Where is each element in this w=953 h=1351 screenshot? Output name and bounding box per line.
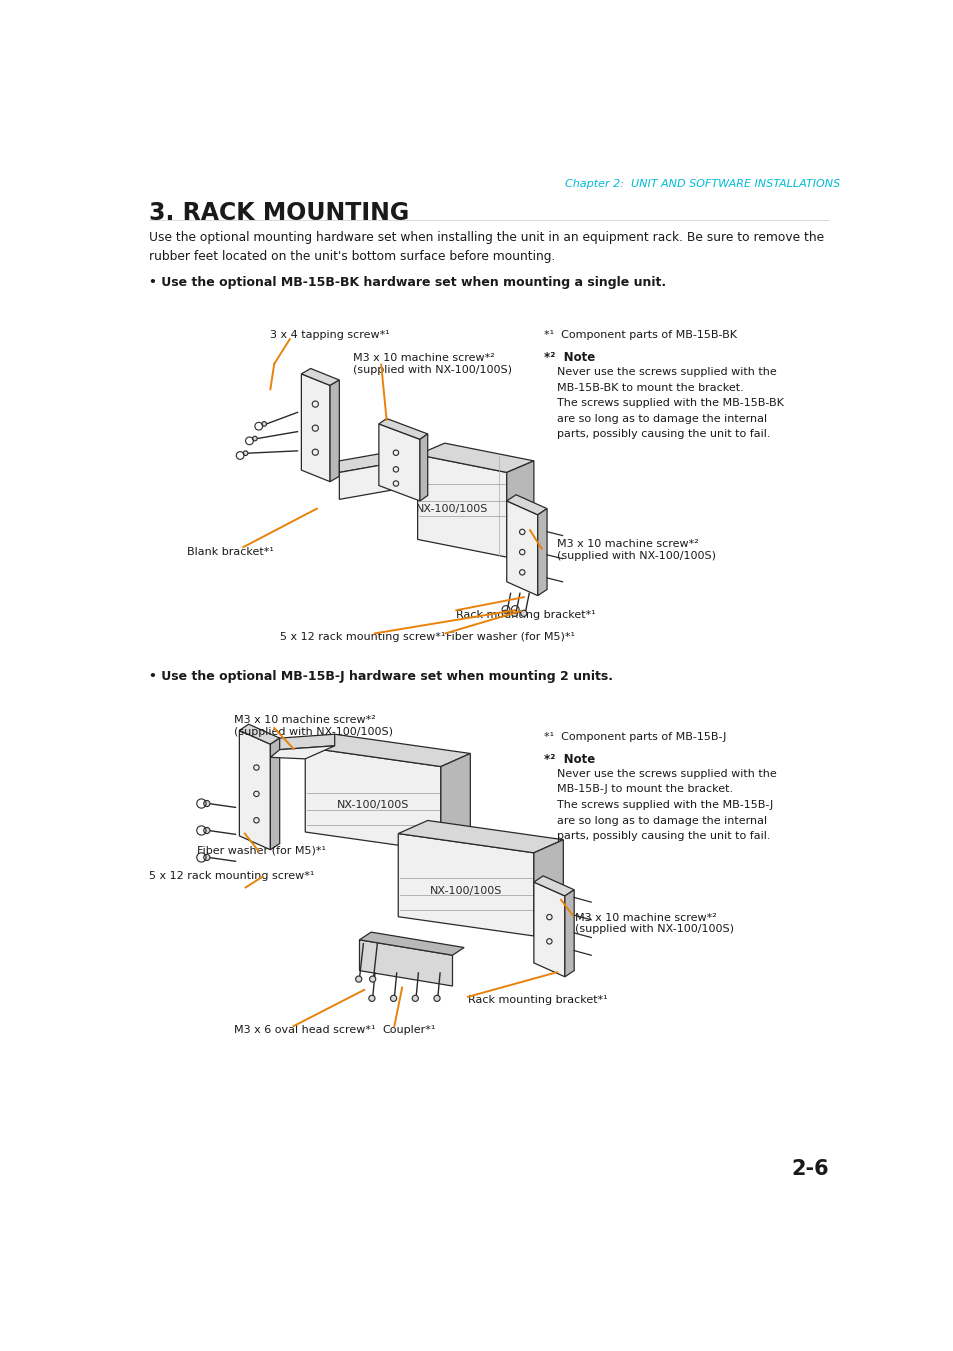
Polygon shape xyxy=(564,890,574,977)
Polygon shape xyxy=(279,734,335,750)
Circle shape xyxy=(253,436,257,440)
Text: Coupler*¹: Coupler*¹ xyxy=(382,1024,436,1035)
Text: 2-6: 2-6 xyxy=(791,1159,828,1178)
Text: 5 x 12 rack mounting screw*¹: 5 x 12 rack mounting screw*¹ xyxy=(279,632,445,642)
Text: Blank bracket*¹: Blank bracket*¹ xyxy=(187,547,274,557)
Text: 3 x 4 tapping screw*¹: 3 x 4 tapping screw*¹ xyxy=(270,330,390,340)
Circle shape xyxy=(204,854,210,861)
Circle shape xyxy=(243,451,248,455)
Polygon shape xyxy=(506,461,534,557)
Polygon shape xyxy=(506,501,537,596)
Polygon shape xyxy=(537,508,546,596)
Text: NX-100/100S: NX-100/100S xyxy=(336,800,409,811)
Polygon shape xyxy=(534,882,564,977)
Text: Fiber washer (for M5)*¹: Fiber washer (for M5)*¹ xyxy=(446,632,575,642)
Circle shape xyxy=(204,827,210,834)
Text: M3 x 10 machine screw*²
(supplied with NX-100/100S): M3 x 10 machine screw*² (supplied with N… xyxy=(557,539,716,561)
Polygon shape xyxy=(397,820,562,852)
Text: *²  Note: *² Note xyxy=(543,753,595,766)
Circle shape xyxy=(355,975,361,982)
Polygon shape xyxy=(339,447,417,473)
Polygon shape xyxy=(359,940,452,986)
Polygon shape xyxy=(270,738,279,850)
Circle shape xyxy=(412,996,418,1001)
Text: *²  Note: *² Note xyxy=(543,351,595,363)
Text: • Use the optional MB-15B-J hardware set when mounting 2 units.: • Use the optional MB-15B-J hardware set… xyxy=(149,670,612,684)
Polygon shape xyxy=(534,875,574,896)
Text: *¹  Component parts of MB-15B-J: *¹ Component parts of MB-15B-J xyxy=(543,732,725,742)
Circle shape xyxy=(390,996,396,1001)
Polygon shape xyxy=(378,419,427,439)
Text: NX-100/100S: NX-100/100S xyxy=(429,885,501,896)
Text: 5 x 12 rack mounting screw*¹: 5 x 12 rack mounting screw*¹ xyxy=(149,870,314,881)
Polygon shape xyxy=(305,747,440,851)
Polygon shape xyxy=(417,443,534,473)
Text: Use the optional mounting hardware set when installing the unit in an equipment : Use the optional mounting hardware set w… xyxy=(149,231,823,263)
Text: M3 x 6 oval head screw*¹: M3 x 6 oval head screw*¹ xyxy=(233,1024,375,1035)
Text: M3 x 10 machine screw*²
(supplied with NX-100/100S): M3 x 10 machine screw*² (supplied with N… xyxy=(233,715,393,736)
Text: M3 x 10 machine screw*²
(supplied with NX-100/100S): M3 x 10 machine screw*² (supplied with N… xyxy=(575,913,733,935)
Text: Rack mounting bracket*¹: Rack mounting bracket*¹ xyxy=(468,996,607,1005)
Polygon shape xyxy=(301,369,339,385)
Circle shape xyxy=(511,611,517,616)
Polygon shape xyxy=(270,746,335,759)
Text: Rack mounting bracket*¹: Rack mounting bracket*¹ xyxy=(456,611,595,620)
Polygon shape xyxy=(330,380,339,482)
Circle shape xyxy=(204,800,210,807)
Polygon shape xyxy=(301,374,330,482)
Polygon shape xyxy=(359,932,464,955)
Circle shape xyxy=(434,996,439,1001)
Circle shape xyxy=(261,422,266,426)
Text: Fiber washer (for M5)*¹: Fiber washer (for M5)*¹ xyxy=(196,846,325,857)
Polygon shape xyxy=(417,455,506,557)
Polygon shape xyxy=(397,834,534,936)
Circle shape xyxy=(369,996,375,1001)
Text: • Use the optional MB-15B-BK hardware set when mounting a single unit.: • Use the optional MB-15B-BK hardware se… xyxy=(149,276,665,289)
Text: *¹  Component parts of MB-15B-BK: *¹ Component parts of MB-15B-BK xyxy=(543,330,736,340)
Text: 3. RACK MOUNTING: 3. RACK MOUNTING xyxy=(149,200,409,224)
Polygon shape xyxy=(506,494,546,515)
Text: Chapter 2:  UNIT AND SOFTWARE INSTALLATIONS: Chapter 2: UNIT AND SOFTWARE INSTALLATIO… xyxy=(564,180,840,189)
Polygon shape xyxy=(419,434,427,501)
Text: Never use the screws supplied with the
MB-15B-J to mount the bracket.
The screws: Never use the screws supplied with the M… xyxy=(557,769,776,842)
Text: Never use the screws supplied with the
MB-15B-BK to mount the bracket.
The screw: Never use the screws supplied with the M… xyxy=(557,367,783,439)
Circle shape xyxy=(501,611,508,616)
Polygon shape xyxy=(378,424,419,501)
Circle shape xyxy=(369,975,375,982)
Polygon shape xyxy=(534,840,562,936)
Text: M3 x 10 machine screw*²
(supplied with NX-100/100S): M3 x 10 machine screw*² (supplied with N… xyxy=(353,353,512,374)
Polygon shape xyxy=(440,754,470,851)
Polygon shape xyxy=(239,731,270,850)
Circle shape xyxy=(520,611,526,616)
Polygon shape xyxy=(239,724,279,744)
Polygon shape xyxy=(305,734,470,766)
Polygon shape xyxy=(339,458,417,500)
Text: NX-100/100S: NX-100/100S xyxy=(416,504,488,513)
